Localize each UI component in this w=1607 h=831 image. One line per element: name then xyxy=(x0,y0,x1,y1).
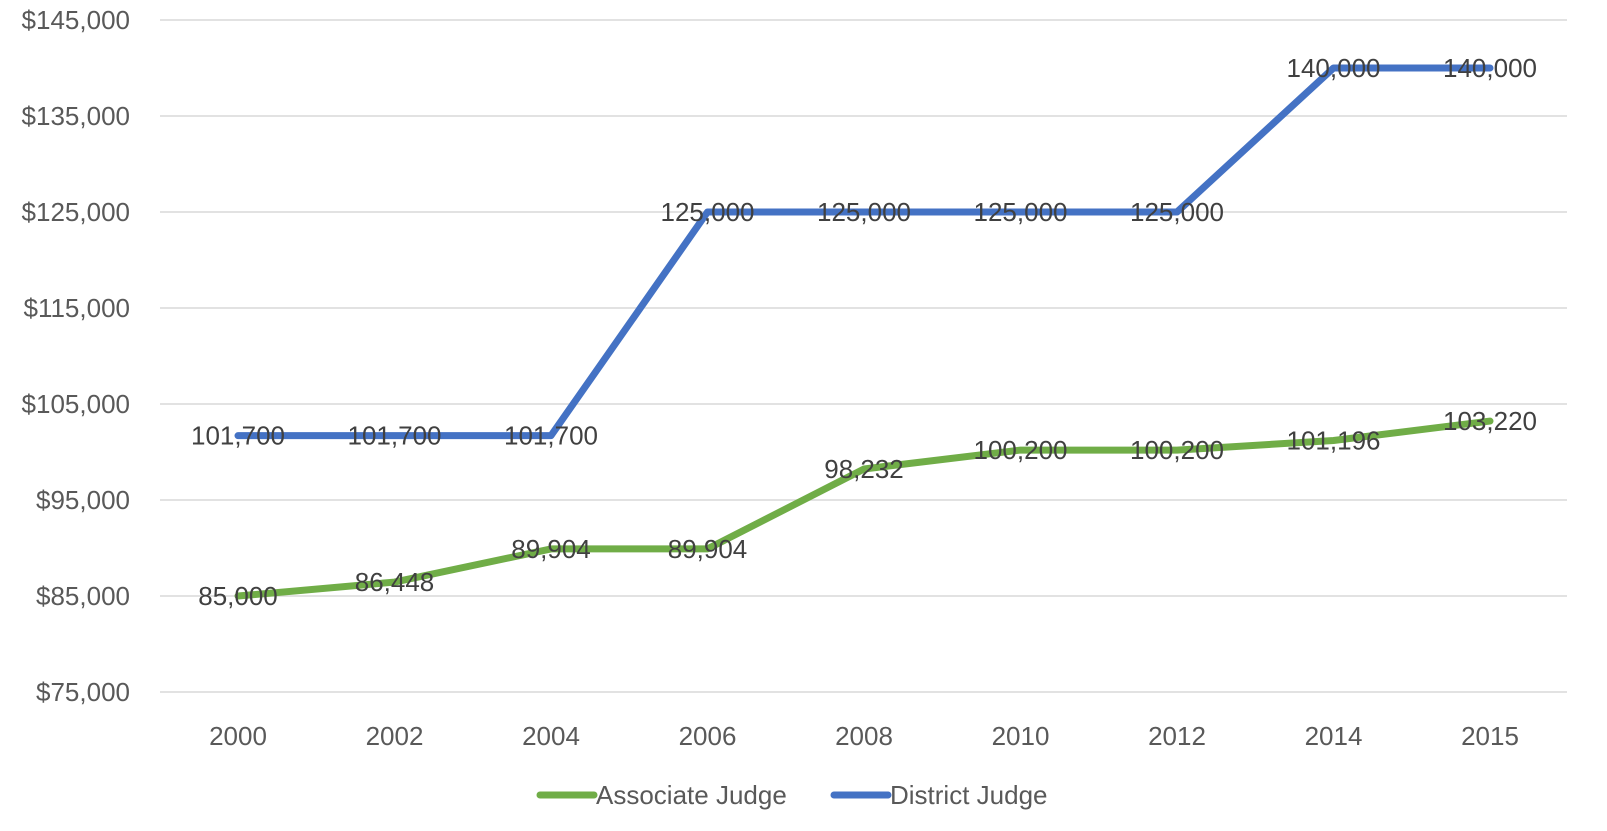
x-tick-label: 2002 xyxy=(366,721,424,751)
data-point xyxy=(550,435,552,437)
data-label: 140,000 xyxy=(1443,53,1537,83)
y-tick-label: $105,000 xyxy=(22,389,130,419)
x-axis: 2000 2002 2004 2006 2008 2010 2012 2014 2015 xyxy=(209,721,1519,751)
data-label: 98,232 xyxy=(824,454,904,484)
data-point xyxy=(863,468,865,470)
data-point xyxy=(707,211,708,213)
y-axis: $75,000 $85,000 $95,000 $105,000 $115,000 $12… xyxy=(22,5,130,707)
x-tick-label: 2010 xyxy=(992,721,1050,751)
data-point xyxy=(1020,449,1021,451)
data-point xyxy=(1489,420,1491,422)
data-point xyxy=(1176,449,1178,451)
data-label: 103,220 xyxy=(1443,406,1537,436)
x-tick-label: 2004 xyxy=(522,721,580,751)
data-point xyxy=(237,435,239,437)
data-label: 101,196 xyxy=(1287,426,1381,456)
data-label: 125,000 xyxy=(817,197,911,227)
data-label: 100,200 xyxy=(974,435,1068,465)
series-line-district-judge xyxy=(234,64,1494,440)
legend-label: Associate Judge xyxy=(596,780,787,810)
y-tick-label: $145,000 xyxy=(22,5,130,35)
data-label: 85,000 xyxy=(198,581,278,611)
x-tick-label: 2014 xyxy=(1305,721,1363,751)
data-label: 101,700 xyxy=(348,421,442,451)
data-label: 125,000 xyxy=(1130,197,1224,227)
data-point xyxy=(1333,440,1334,442)
series-lines xyxy=(234,64,1494,600)
data-label: 89,904 xyxy=(668,534,748,564)
data-label: 89,904 xyxy=(511,534,591,564)
data-labels: 85,000 86,448 89,904 89,904 98,232 100,200 100… xyxy=(191,53,1537,611)
data-label: 100,200 xyxy=(1130,435,1224,465)
y-tick-label: $135,000 xyxy=(22,101,130,131)
data-point xyxy=(237,595,239,597)
data-label: 86,448 xyxy=(355,567,435,597)
legend-label: District Judge xyxy=(890,780,1048,810)
data-label: 125,000 xyxy=(661,197,755,227)
y-tick-label: $85,000 xyxy=(36,581,130,611)
data-point xyxy=(394,435,395,437)
data-point xyxy=(1176,211,1178,213)
x-tick-label: 2006 xyxy=(679,721,737,751)
y-tick-label: $115,000 xyxy=(23,293,130,323)
y-tick-label: $95,000 xyxy=(36,485,130,515)
data-label: 101,700 xyxy=(504,421,598,451)
data-label: 125,000 xyxy=(974,197,1068,227)
data-point xyxy=(550,548,552,550)
y-tick-label: $125,000 xyxy=(22,197,130,227)
x-tick-label: 2012 xyxy=(1148,721,1206,751)
y-tick-label: $75,000 xyxy=(36,677,130,707)
data-point xyxy=(394,581,395,583)
data-point xyxy=(1333,67,1334,69)
data-label: 140,000 xyxy=(1287,53,1381,83)
data-label: 101,700 xyxy=(191,421,285,451)
data-point xyxy=(707,548,708,550)
x-tick-label: 2000 xyxy=(209,721,267,751)
data-point xyxy=(1020,211,1021,213)
data-point xyxy=(1489,67,1491,69)
legend: Associate Judge District Judge xyxy=(536,780,1048,810)
data-point xyxy=(863,211,865,213)
x-tick-label: 2008 xyxy=(835,721,893,751)
x-tick-label: 2015 xyxy=(1461,721,1519,751)
